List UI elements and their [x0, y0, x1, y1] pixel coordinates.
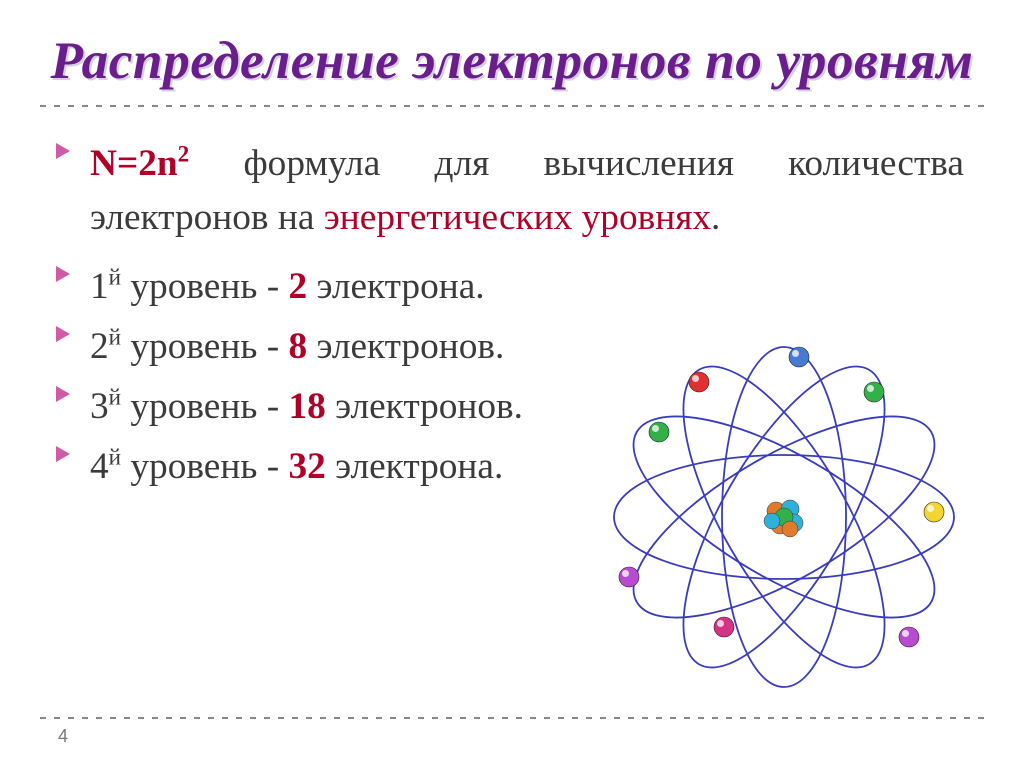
footer-divider [40, 717, 984, 719]
bullet-icon [56, 143, 70, 159]
bullet-icon [56, 326, 70, 342]
slide: Распределение электронов по уровням N=2n… [0, 0, 1024, 767]
level-text: 1й уровень - 2 электрона. [90, 266, 485, 307]
bullet-icon [56, 386, 70, 402]
level-text: 2й уровень - 8 электронов. [90, 326, 504, 367]
title-divider [40, 105, 984, 107]
atom-diagram [574, 337, 994, 697]
formula-row: N=2n2 формула для вычисления количества … [90, 137, 964, 245]
bullet-icon [56, 446, 70, 462]
level-text: 4й уровень - 32 электрона. [90, 446, 503, 487]
slide-title: Распределение электронов по уровням [40, 30, 984, 91]
level-row: 1й уровень - 2 электрона. [90, 260, 964, 314]
page-number: 4 [58, 726, 68, 747]
level-text: 3й уровень - 18 электронов. [90, 386, 523, 427]
bullet-icon [56, 266, 70, 282]
formula-text: N=2n2 формула для вычисления количества … [90, 143, 964, 238]
